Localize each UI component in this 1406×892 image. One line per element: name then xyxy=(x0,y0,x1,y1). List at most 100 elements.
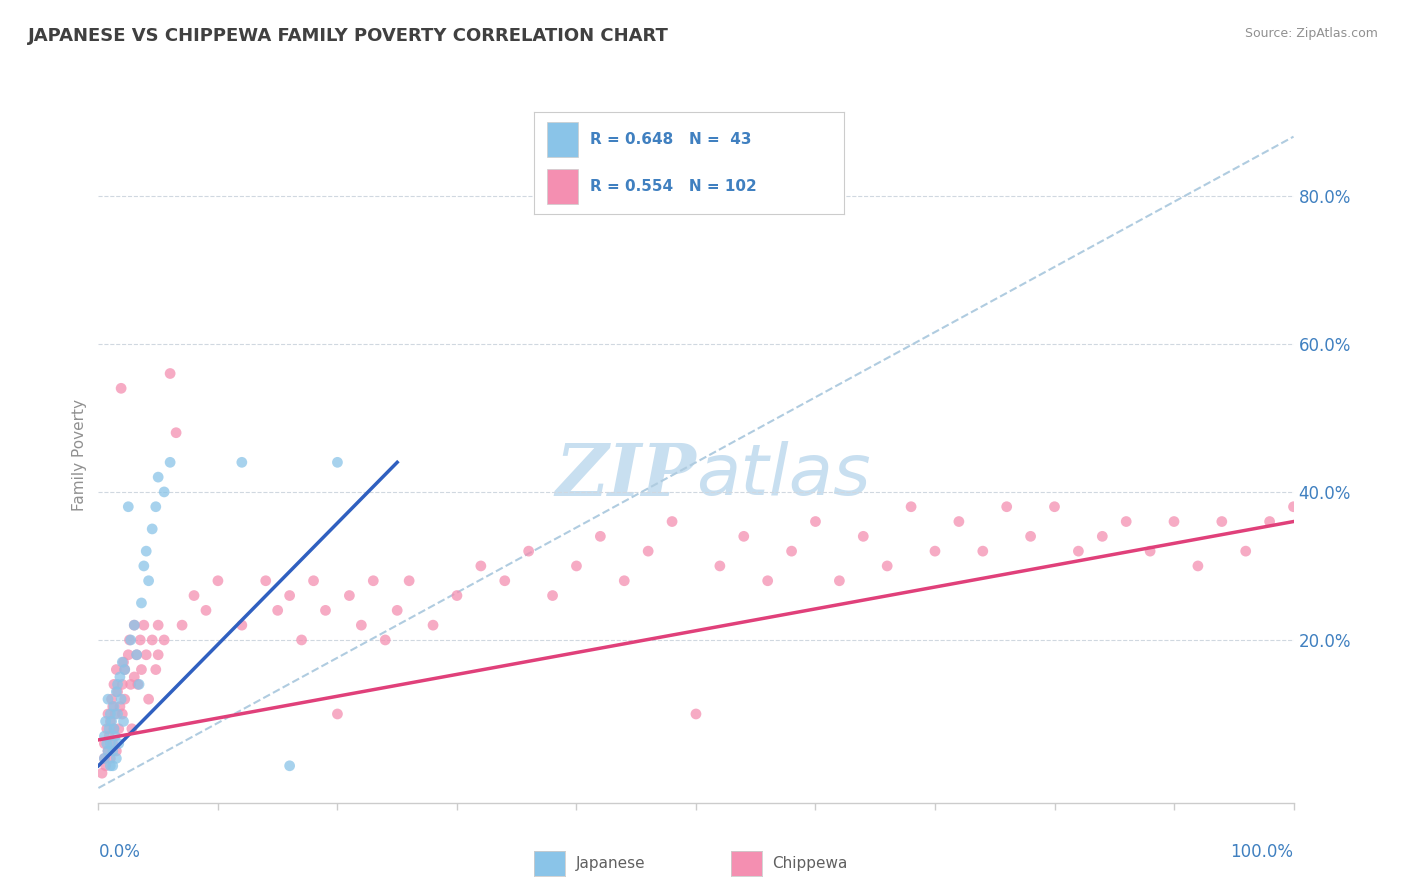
Point xyxy=(120,632,142,647)
Point xyxy=(105,744,128,758)
Point xyxy=(685,706,707,721)
Point xyxy=(183,589,205,603)
Point xyxy=(120,677,142,691)
Point xyxy=(111,706,134,721)
Bar xyxy=(547,169,578,204)
Point xyxy=(385,603,409,617)
Point xyxy=(159,367,181,381)
Point xyxy=(98,714,122,729)
Text: atlas: atlas xyxy=(696,442,870,510)
Point xyxy=(141,522,163,536)
Point xyxy=(94,759,117,773)
Point xyxy=(107,677,129,691)
Point xyxy=(129,632,152,647)
Point xyxy=(105,685,128,699)
Point xyxy=(1115,515,1137,529)
Point xyxy=(114,663,136,677)
Point xyxy=(517,544,540,558)
Point xyxy=(131,663,153,677)
Point xyxy=(93,737,115,751)
Point xyxy=(207,574,229,588)
Point xyxy=(98,737,122,751)
Point xyxy=(254,574,277,588)
Point xyxy=(94,714,117,729)
Point xyxy=(278,589,301,603)
Point xyxy=(302,574,325,588)
Point xyxy=(589,529,612,543)
Point xyxy=(111,655,134,669)
Point xyxy=(117,500,139,514)
Point xyxy=(326,455,349,469)
Text: JAPANESE VS CHIPPEWA FAMILY POVERTY CORRELATION CHART: JAPANESE VS CHIPPEWA FAMILY POVERTY CORR… xyxy=(28,27,669,45)
Point xyxy=(145,663,167,677)
Point xyxy=(104,706,127,721)
Point xyxy=(141,632,163,647)
Point xyxy=(117,648,139,662)
Point xyxy=(374,632,396,647)
Point xyxy=(100,692,122,706)
Point xyxy=(398,574,420,588)
Point xyxy=(112,655,135,669)
Point xyxy=(101,699,124,714)
Bar xyxy=(547,122,578,157)
Y-axis label: Family Poverty: Family Poverty xyxy=(72,399,87,511)
Point xyxy=(172,618,194,632)
Text: Chippewa: Chippewa xyxy=(773,856,848,871)
Text: 100.0%: 100.0% xyxy=(1230,843,1294,861)
Point xyxy=(267,603,290,617)
Point xyxy=(97,692,120,706)
Point xyxy=(105,663,128,677)
Point xyxy=(138,574,160,588)
Point xyxy=(114,663,136,677)
Point xyxy=(1067,544,1090,558)
Point xyxy=(278,759,301,773)
Point xyxy=(1234,544,1257,558)
Point xyxy=(107,706,129,721)
Point xyxy=(804,515,827,529)
Point xyxy=(422,618,444,632)
Point xyxy=(108,670,131,684)
Point xyxy=(1163,515,1185,529)
Point xyxy=(852,529,875,543)
Point xyxy=(733,529,755,543)
Point xyxy=(98,729,121,743)
Point xyxy=(132,618,155,632)
Point xyxy=(93,751,115,765)
Point xyxy=(1043,500,1066,514)
Point xyxy=(101,759,124,773)
Text: 0.0%: 0.0% xyxy=(98,843,141,861)
Point xyxy=(97,744,120,758)
Point xyxy=(105,751,128,765)
Point xyxy=(363,574,385,588)
Point xyxy=(118,632,141,647)
Point xyxy=(153,632,176,647)
Text: R = 0.648   N =  43: R = 0.648 N = 43 xyxy=(591,132,751,146)
Point xyxy=(231,455,253,469)
Point xyxy=(93,751,115,765)
Point xyxy=(96,737,118,751)
Point xyxy=(124,618,146,632)
Point xyxy=(107,722,129,736)
Point xyxy=(291,632,314,647)
Point xyxy=(103,722,125,736)
Point xyxy=(613,574,636,588)
Point xyxy=(131,596,153,610)
Text: Source: ZipAtlas.com: Source: ZipAtlas.com xyxy=(1244,27,1378,40)
Point xyxy=(127,677,149,691)
Point xyxy=(124,670,146,684)
Point xyxy=(972,544,994,558)
Point xyxy=(995,500,1018,514)
Point xyxy=(780,544,803,558)
Point xyxy=(828,574,851,588)
Point xyxy=(446,589,468,603)
Point xyxy=(756,574,779,588)
Point xyxy=(145,500,167,514)
Point xyxy=(231,618,253,632)
Point xyxy=(1091,529,1114,543)
Point xyxy=(661,515,683,529)
Point xyxy=(100,714,122,729)
Point xyxy=(637,544,659,558)
Point xyxy=(135,648,157,662)
Point xyxy=(110,692,132,706)
Point xyxy=(91,766,114,780)
